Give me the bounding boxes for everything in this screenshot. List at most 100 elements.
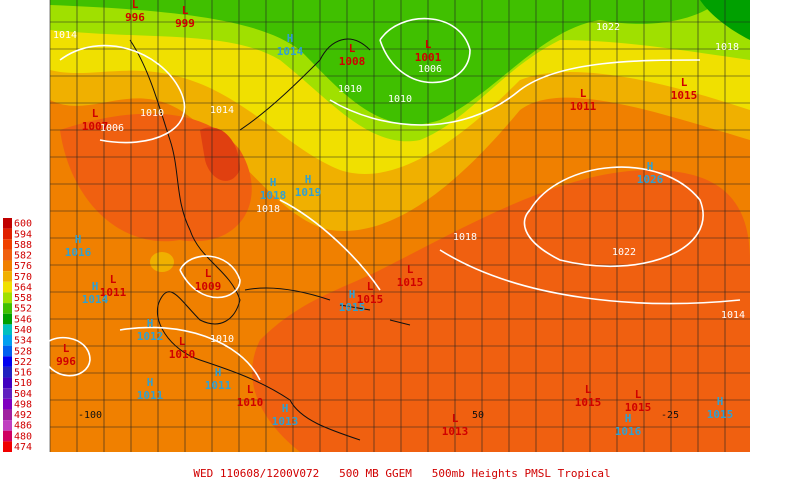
system-type: L <box>367 280 374 293</box>
legend-label: 486 <box>14 421 32 432</box>
isobar <box>329 59 701 126</box>
system-type: L <box>681 76 688 89</box>
contour-label: 1010 <box>210 334 234 345</box>
system-pressure: 1015 <box>575 396 602 409</box>
contour-label: 1018 <box>256 204 280 215</box>
system-pressure: 1015 <box>357 293 384 306</box>
contour-label: 1022 <box>612 247 636 258</box>
legend-label: 582 <box>14 251 32 262</box>
isobar <box>39 336 91 377</box>
system-pressure: 1014 <box>82 293 109 306</box>
system-pressure: 1026 <box>637 173 664 186</box>
system-type: L <box>635 388 642 401</box>
system-type: H <box>147 376 154 389</box>
system-type: L <box>179 335 186 348</box>
system-type: H <box>349 288 356 301</box>
legend-label: 534 <box>14 336 32 347</box>
system-type: H <box>147 317 154 330</box>
system-type: L <box>92 107 99 120</box>
footer-caption: WED 110608/1200V072 500 MB GGEM 500mb He… <box>193 467 610 480</box>
contour-label: 1014 <box>53 30 77 41</box>
legend-swatch <box>3 366 12 378</box>
legend-label: 558 <box>14 293 32 304</box>
system-pressure: 1011 <box>205 379 232 392</box>
legend-swatch <box>3 335 12 346</box>
system-type: H <box>282 402 289 415</box>
legend-label: 564 <box>14 282 32 293</box>
height-fill <box>50 0 750 452</box>
system-type: H <box>625 412 632 425</box>
system-pressure: 1015 <box>707 408 734 421</box>
longitude-label: -25 <box>661 410 679 421</box>
legend-swatch <box>3 218 12 229</box>
system-pressure: 1014 <box>277 45 304 58</box>
system-pressure: 999 <box>175 17 195 30</box>
system-type: H <box>270 176 277 189</box>
contour-label: 1014 <box>210 105 234 116</box>
system-type: H <box>287 32 294 45</box>
legend-label: 504 <box>14 389 32 400</box>
system-type: L <box>407 263 414 276</box>
system-pressure: 1012 <box>137 330 164 343</box>
legend-swatch <box>3 281 12 293</box>
legend-swatch <box>3 292 12 304</box>
legend-swatch <box>3 398 12 410</box>
contour-label: 1014 <box>721 310 745 321</box>
legend-swatch <box>3 313 12 325</box>
system-pressure: 1019 <box>295 186 322 199</box>
system-pressure: 1001 <box>415 51 442 64</box>
legend-swatch <box>3 228 12 240</box>
system-pressure: 1016 <box>615 425 642 438</box>
contour-label: 1010 <box>388 94 412 105</box>
legend-label: 516 <box>14 368 32 379</box>
system-type: H <box>717 395 724 408</box>
contour-label: 1018 <box>453 232 477 243</box>
legend-label: 510 <box>14 378 32 389</box>
system-pressure: 1016 <box>65 246 92 259</box>
legend-swatch <box>3 441 12 452</box>
legend-swatch <box>3 345 12 357</box>
legend-label: 594 <box>14 229 32 240</box>
system-pressure: 1007 <box>82 120 109 133</box>
system-pressure: 1018 <box>260 189 287 202</box>
legend-label: 540 <box>14 325 32 336</box>
legend-swatch <box>3 271 12 282</box>
system-type: L <box>452 412 459 425</box>
legend-label: 576 <box>14 261 32 272</box>
system-type: L <box>63 342 70 355</box>
legend-swatch <box>3 388 12 399</box>
legend-swatch <box>3 356 12 367</box>
system-pressure: 996 <box>125 11 145 24</box>
system-pressure: 1015 <box>625 401 652 414</box>
contour-label: 1010 <box>140 108 164 119</box>
system-type: L <box>182 4 189 17</box>
contour-label: 1006 <box>100 123 124 134</box>
contour-label: 1022 <box>596 22 620 33</box>
legend-swatch <box>3 324 12 335</box>
system-pressure: 1011 <box>137 389 164 402</box>
legend-label: 522 <box>14 357 32 368</box>
legend-swatch <box>3 303 12 314</box>
legend-swatch <box>3 420 12 431</box>
legend-label: 498 <box>14 399 32 410</box>
isobar <box>179 255 241 299</box>
isobar <box>523 166 704 268</box>
legend-label: 546 <box>14 314 32 325</box>
system-type: L <box>425 38 432 51</box>
system-type: H <box>75 233 82 246</box>
isobar <box>119 326 261 381</box>
system-pressure: 996 <box>56 355 76 368</box>
legend-label: 600 <box>14 219 32 230</box>
legend-label: 552 <box>14 304 32 315</box>
isobar <box>279 199 381 291</box>
system-type: L <box>585 383 592 396</box>
legend-swatch <box>3 430 12 442</box>
legend-label: 528 <box>14 346 32 357</box>
system-type: L <box>349 42 356 55</box>
legend-label: 492 <box>14 410 32 421</box>
system-pressure: 1008 <box>339 55 366 68</box>
system-pressure: 1015 <box>339 301 366 314</box>
legend-label: 570 <box>14 272 32 283</box>
